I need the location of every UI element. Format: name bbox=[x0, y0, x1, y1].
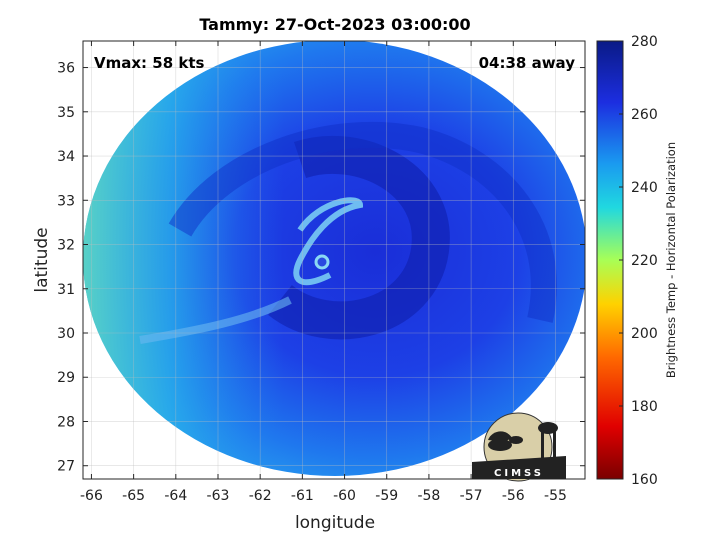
x-tick-label: -65 bbox=[122, 488, 145, 504]
y-tick-label: 31 bbox=[57, 282, 75, 298]
chart-title: Tammy: 27-Oct-2023 03:00:00 bbox=[199, 15, 470, 34]
plot-frame bbox=[82, 40, 586, 480]
plot-area bbox=[83, 41, 585, 479]
y-tick-label: 36 bbox=[57, 61, 75, 77]
y-tick-label: 28 bbox=[57, 414, 75, 430]
y-tick-label: 32 bbox=[57, 238, 75, 254]
brightness-temp-swath bbox=[83, 41, 585, 476]
colorbar-label: Brightness Temp - Horizontal Polarizatio… bbox=[664, 142, 678, 378]
colorbar-tick-label: 240 bbox=[631, 180, 658, 196]
vmax-annotation: Vmax: 58 kts bbox=[94, 54, 204, 72]
x-tick-label: -61 bbox=[291, 488, 314, 504]
cimss-logo-text: CIMSS bbox=[494, 468, 544, 479]
cimss-logo: CIMSS bbox=[472, 412, 566, 482]
colorbar-tick-label: 160 bbox=[631, 472, 658, 488]
y-axis-label: latitude bbox=[32, 227, 52, 292]
y-axis-ticks: 27 28 29 30 31 32 33 34 35 36 bbox=[57, 61, 585, 475]
y-tick-label: 29 bbox=[57, 370, 75, 386]
colorbar-tick-label: 220 bbox=[631, 253, 658, 269]
y-tick-label: 33 bbox=[57, 193, 75, 209]
colorbar-tick-label: 200 bbox=[631, 326, 658, 342]
x-tick-label: -57 bbox=[460, 488, 483, 504]
eyewall-band bbox=[293, 197, 364, 286]
x-tick-label: -66 bbox=[80, 488, 103, 504]
colorbar bbox=[596, 40, 624, 480]
colorbar-ticks: 160 180 200 220 240 260 280 bbox=[619, 34, 658, 488]
x-tick-label: -60 bbox=[333, 488, 356, 504]
time-away-annotation: 04:38 away bbox=[479, 54, 576, 72]
x-tick-label: -62 bbox=[249, 488, 272, 504]
x-tick-label: -56 bbox=[502, 488, 525, 504]
x-tick-label: -59 bbox=[375, 488, 398, 504]
x-tick-label: -63 bbox=[207, 488, 230, 504]
x-tick-label: -58 bbox=[417, 488, 440, 504]
y-tick-label: 34 bbox=[57, 149, 75, 165]
y-tick-label: 35 bbox=[57, 105, 75, 121]
colorbar-tick-label: 180 bbox=[631, 399, 658, 415]
storm-eye bbox=[314, 254, 330, 270]
y-tick-label: 30 bbox=[57, 326, 75, 342]
y-tick-label: 27 bbox=[57, 459, 75, 475]
x-tick-label: -55 bbox=[544, 488, 567, 504]
x-axis-ticks: -66 -65 -64 -63 -62 -61 -60 -59 -58 -57 -56 -55 bbox=[80, 41, 567, 504]
colorbar-tick-label: 280 bbox=[631, 34, 658, 50]
colorbar-tick-label: 260 bbox=[631, 107, 658, 123]
x-axis-label: longitude bbox=[295, 513, 375, 533]
x-tick-label: -64 bbox=[164, 488, 187, 504]
